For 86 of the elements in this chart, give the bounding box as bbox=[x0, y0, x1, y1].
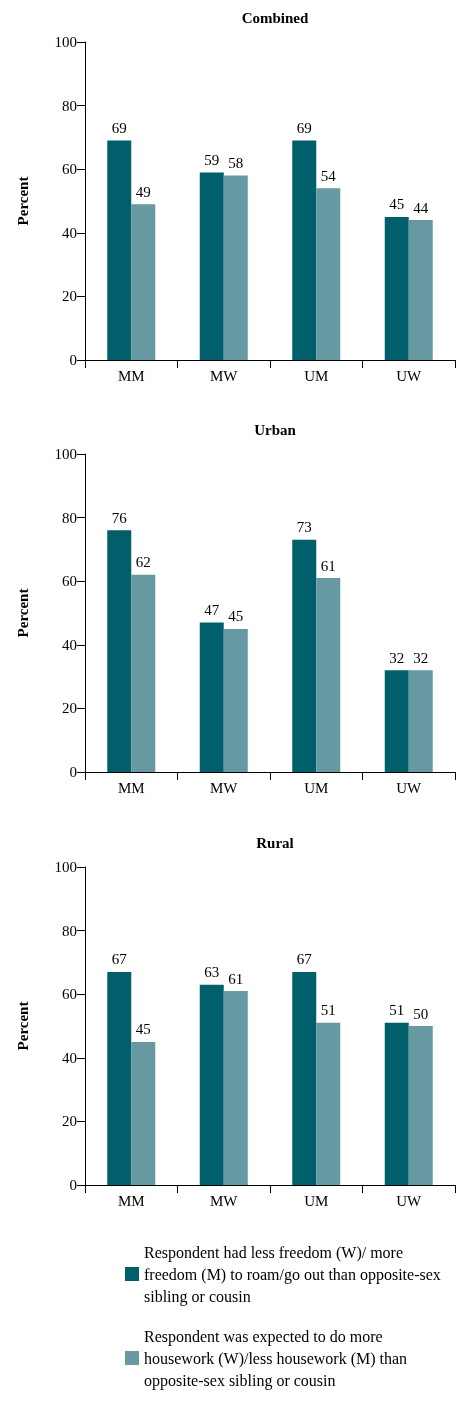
data-label: 47 bbox=[204, 602, 220, 619]
y-tick-label: 80 bbox=[62, 509, 77, 526]
y-axis-title: Percent bbox=[14, 176, 31, 226]
data-label: 61 bbox=[228, 970, 244, 987]
bar bbox=[223, 991, 248, 1185]
y-axis-title: Percent bbox=[14, 588, 31, 638]
data-label: 32 bbox=[413, 649, 429, 666]
bar bbox=[408, 670, 433, 772]
y-tick-label: 100 bbox=[54, 859, 77, 875]
chart-title: Urban bbox=[254, 421, 297, 438]
y-tick-label: 80 bbox=[62, 922, 77, 939]
y-tick-label: 20 bbox=[62, 700, 77, 717]
data-label: 69 bbox=[111, 120, 127, 137]
bar bbox=[199, 622, 224, 772]
legend-label: Respondent was expected to do more housework (W)/less housework (M) than opposite-sex sibling or cousin bbox=[144, 1327, 412, 1390]
bar bbox=[107, 140, 132, 360]
y-tick-label: 20 bbox=[62, 288, 77, 305]
data-label: 62 bbox=[135, 554, 151, 571]
x-tick-label: UM bbox=[304, 367, 329, 384]
data-label: 54 bbox=[320, 167, 337, 184]
y-tick-label: 20 bbox=[62, 1113, 77, 1130]
y-tick-label: 0 bbox=[69, 352, 77, 368]
x-tick-label: MW bbox=[210, 779, 239, 796]
chart-title: Combined bbox=[241, 9, 309, 26]
x-tick-label: UW bbox=[396, 367, 423, 384]
bar bbox=[223, 175, 248, 360]
data-label: 45 bbox=[228, 608, 244, 625]
bar bbox=[384, 216, 409, 360]
data-label: 51 bbox=[389, 1002, 405, 1019]
data-label: 67 bbox=[111, 951, 128, 968]
bar bbox=[107, 530, 132, 772]
x-tick-label: MM bbox=[117, 1192, 145, 1209]
bar bbox=[107, 971, 132, 1185]
chart-title: Rural bbox=[256, 834, 294, 851]
bar bbox=[223, 628, 248, 772]
data-label: 67 bbox=[296, 951, 313, 968]
y-tick-label: 100 bbox=[54, 446, 77, 462]
y-tick-label: 60 bbox=[62, 573, 77, 590]
y-tick-label: 100 bbox=[54, 34, 77, 50]
y-tick-label: 0 bbox=[69, 764, 77, 780]
bar bbox=[131, 1041, 156, 1185]
bar bbox=[384, 670, 409, 772]
bar bbox=[408, 1026, 433, 1185]
x-tick-label: MM bbox=[117, 367, 145, 384]
y-tick-label: 40 bbox=[62, 636, 77, 653]
data-label: 49 bbox=[135, 183, 151, 200]
y-tick-label: 40 bbox=[62, 224, 77, 241]
bar bbox=[199, 984, 224, 1185]
data-label: 51 bbox=[320, 1002, 336, 1019]
x-tick-label: MM bbox=[117, 779, 145, 796]
x-tick-label: UM bbox=[304, 779, 329, 796]
bar bbox=[131, 204, 156, 360]
y-tick-label: 0 bbox=[69, 1177, 77, 1193]
y-tick-label: 80 bbox=[62, 97, 77, 114]
bar bbox=[408, 220, 433, 360]
y-axis-title: Percent bbox=[14, 1001, 31, 1051]
bar bbox=[131, 574, 156, 772]
bar bbox=[292, 971, 317, 1185]
data-label: 50 bbox=[413, 1005, 429, 1022]
data-label: 59 bbox=[204, 151, 220, 168]
bar bbox=[316, 1022, 341, 1185]
y-tick-label: 60 bbox=[62, 986, 77, 1003]
data-label: 32 bbox=[389, 649, 405, 666]
data-label: 58 bbox=[228, 155, 244, 172]
bar bbox=[316, 188, 341, 360]
data-label: 45 bbox=[135, 1021, 151, 1038]
data-label: 63 bbox=[204, 964, 220, 981]
x-tick-label: UW bbox=[396, 1192, 423, 1209]
bar bbox=[292, 140, 317, 360]
x-tick-label: MW bbox=[210, 1192, 239, 1209]
data-label: 61 bbox=[320, 557, 336, 574]
bar bbox=[292, 539, 317, 772]
x-tick-label: UW bbox=[396, 779, 423, 796]
data-label: 69 bbox=[296, 120, 312, 137]
data-label: 44 bbox=[413, 199, 429, 216]
data-label: 76 bbox=[111, 509, 128, 526]
data-label: 73 bbox=[296, 519, 312, 536]
y-tick-label: 40 bbox=[62, 1049, 77, 1066]
bar bbox=[199, 172, 224, 360]
bar bbox=[316, 578, 341, 772]
x-tick-label: MW bbox=[210, 367, 239, 384]
legend-label: Respondent had less freedom (W)/ more freedom (M) to roam/go out than opposite-sex sibling or cousin bbox=[144, 1243, 445, 1306]
data-label: 45 bbox=[389, 196, 405, 213]
bar bbox=[384, 1022, 409, 1185]
y-tick-label: 60 bbox=[62, 161, 77, 178]
x-tick-label: UM bbox=[304, 1192, 329, 1209]
